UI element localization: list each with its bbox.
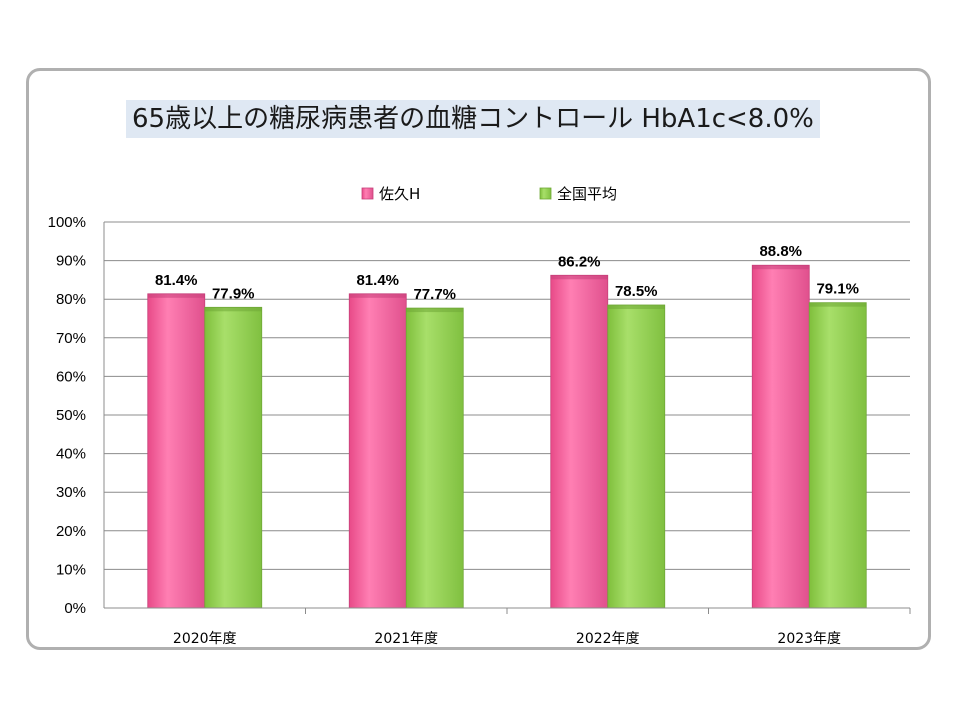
- x-tick-label: 2020年度: [173, 631, 237, 647]
- bar-top-edge: [349, 293, 407, 298]
- y-tick-label: 0%: [64, 600, 86, 617]
- x-tick-label: 2023年度: [777, 631, 841, 647]
- bar-national-1: [405, 307, 464, 609]
- legend-swatch: [539, 187, 552, 200]
- y-tick-label: 70%: [56, 330, 86, 347]
- x-tick-label: 2022年度: [576, 631, 640, 647]
- bar-saku-2: [550, 274, 609, 609]
- legend: 佐久H 全国平均: [361, 185, 617, 203]
- x-tick-label: 2021年度: [374, 631, 438, 647]
- y-tick-label: 10%: [56, 561, 86, 578]
- y-tick-label: 30%: [56, 484, 86, 501]
- bar-top-edge: [607, 304, 665, 309]
- y-tick-label: 100%: [48, 214, 86, 231]
- y-tick-label: 20%: [56, 523, 86, 540]
- data-label: 78.5%: [615, 283, 658, 300]
- axes: 0% 10% 20% 30% 40% 50% 60% 70% 80% 90% 100% 2020年度 2…: [48, 214, 911, 647]
- bar-top-edge: [752, 265, 810, 270]
- bar-saku-3: [751, 264, 810, 609]
- y-tick-label: 40%: [56, 446, 86, 463]
- bar-national-2: [607, 304, 666, 609]
- bar-top-edge: [147, 293, 205, 298]
- legend-swatch: [361, 187, 374, 200]
- bars-group: 81.4% 77.9% 81.4% 77.7% 86.2% 78.5% 88.8% 79.1%: [147, 243, 867, 609]
- bar-top-edge: [809, 302, 867, 307]
- bar-top-edge: [550, 275, 608, 280]
- bar-saku-1: [348, 293, 407, 609]
- y-tick-label: 50%: [56, 407, 86, 424]
- legend-label: 全国平均: [557, 185, 617, 203]
- y-tick-label: 90%: [56, 253, 86, 270]
- bar-national-3: [808, 302, 867, 609]
- data-label: 81.4%: [155, 272, 198, 289]
- bar-top-edge: [204, 307, 262, 312]
- bar-saku-0: [147, 293, 206, 609]
- y-tick-label: 60%: [56, 368, 86, 385]
- data-label: 88.8%: [759, 243, 802, 260]
- legend-label: 佐久H: [379, 185, 420, 203]
- y-tick-label: 80%: [56, 291, 86, 308]
- data-label: 79.1%: [816, 281, 859, 298]
- bar-national-0: [204, 306, 263, 609]
- data-label: 77.9%: [212, 285, 255, 302]
- data-label: 81.4%: [356, 272, 399, 289]
- data-label: 86.2%: [558, 253, 601, 270]
- data-label: 77.7%: [413, 286, 456, 303]
- bar-top-edge: [406, 308, 464, 313]
- chart-title: 65歳以上の糖尿病患者の血糖コントロール HbA1c<8.0%: [126, 100, 820, 138]
